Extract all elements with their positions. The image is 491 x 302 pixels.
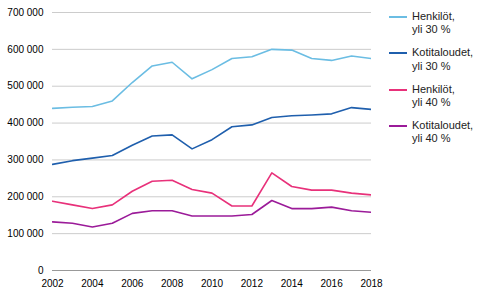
- svg-text:100 000: 100 000: [7, 228, 44, 239]
- html-text:Henkilöt, yli 30 %: Henkilöt, yli 30 %: [412, 10, 455, 36]
- svg-text:400 000: 400 000: [7, 117, 44, 128]
- svg-text:2014: 2014: [281, 278, 304, 289]
- svg-text:2012: 2012: [241, 278, 264, 289]
- html-text:Kotitaloudet, yli 40 %: Kotitaloudet, yli 40 %: [412, 119, 474, 145]
- svg-text:500 000: 500 000: [7, 80, 44, 91]
- svg-text:600 000: 600 000: [7, 44, 44, 55]
- svg-text:700 000: 700 000: [7, 7, 44, 18]
- svg-text:2002: 2002: [41, 278, 64, 289]
- html-text:Henkilöt, yli 40 %: Henkilöt, yli 40 %: [412, 82, 455, 108]
- svg-text:2018: 2018: [360, 278, 383, 289]
- svg-text:2010: 2010: [201, 278, 224, 289]
- svg-text:2004: 2004: [81, 278, 104, 289]
- svg-text:200 000: 200 000: [7, 191, 44, 202]
- svg-text:2008: 2008: [161, 278, 184, 289]
- svg-text:300 000: 300 000: [7, 154, 44, 165]
- html-text:Kotitaloudet, yli 30 %: Kotitaloudet, yli 30 %: [412, 46, 474, 72]
- svg-text:0: 0: [38, 265, 44, 276]
- svg-text:2006: 2006: [121, 278, 144, 289]
- svg-text:2016: 2016: [321, 278, 344, 289]
